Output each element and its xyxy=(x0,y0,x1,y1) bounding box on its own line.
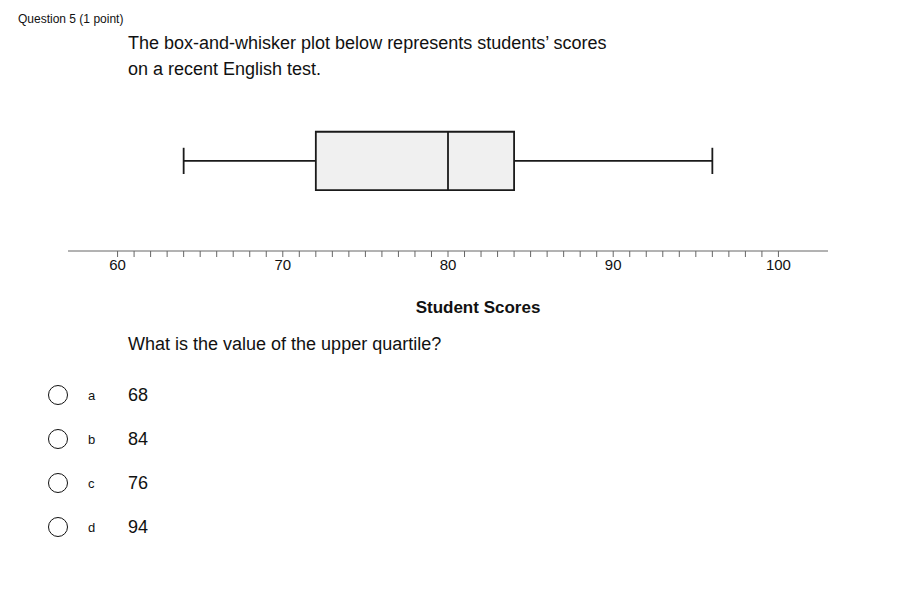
html-text:What is the value of the upper: What is the value of the upper quartile? xyxy=(128,334,442,354)
html-text:d: d xyxy=(88,519,96,535)
svg-text:60: 60 xyxy=(109,256,126,273)
html-text:76: 76 xyxy=(128,472,148,493)
svg-text:70: 70 xyxy=(274,256,291,273)
html-text:Question 5 (1 point): Question 5 (1 point) xyxy=(18,12,124,26)
svg-text:100: 100 xyxy=(766,256,791,273)
html-text:The box-and-whisker plot below: The box-and-whisker plot below represent… xyxy=(128,33,607,53)
html-text:68: 68 xyxy=(128,384,148,405)
html-text:84: 84 xyxy=(128,428,148,449)
svg-text:90: 90 xyxy=(605,256,622,273)
html-text:b: b xyxy=(88,431,96,447)
html-text:c: c xyxy=(88,475,95,491)
html-text:a: a xyxy=(88,387,96,403)
html-text:Student Scores: Student Scores xyxy=(415,298,541,317)
svg-text:80: 80 xyxy=(440,256,457,273)
html-text:on a recent English test.: on a recent English test. xyxy=(128,59,322,79)
html-text:94: 94 xyxy=(128,516,148,537)
